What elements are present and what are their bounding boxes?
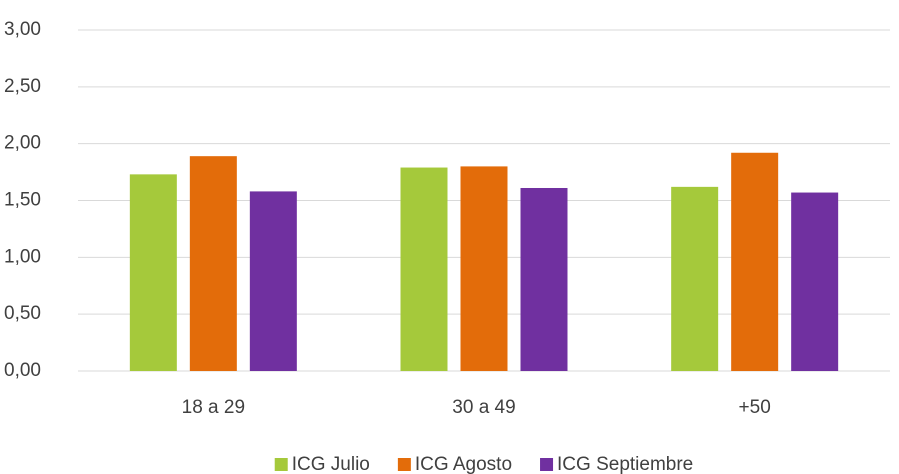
legend-label: ICG Julio	[292, 454, 370, 474]
y-tick-label: 0,00	[4, 360, 41, 381]
x-tick-label: 18 a 29	[182, 397, 245, 418]
x-tick-label: 30 a 49	[452, 397, 515, 418]
bar	[791, 192, 839, 371]
legend-swatch	[397, 458, 411, 471]
x-tick-label: +50	[739, 397, 771, 418]
bar	[189, 156, 237, 371]
y-tick-label: 1,50	[4, 190, 41, 211]
y-tick-label: 3,00	[4, 19, 41, 40]
y-tick-label: 2,00	[4, 133, 41, 154]
legend-label: ICG Agosto	[415, 454, 512, 474]
y-tick-label: 1,00	[4, 246, 41, 267]
legend-label: ICG Septiembre	[557, 454, 693, 474]
bar	[460, 166, 508, 371]
bar	[731, 152, 779, 371]
bar	[129, 174, 177, 371]
legend-swatch	[274, 458, 288, 471]
bar	[249, 191, 297, 371]
bar	[520, 187, 568, 371]
legend-swatch	[540, 458, 554, 471]
y-tick-label: 0,50	[4, 303, 41, 324]
bar	[671, 186, 719, 371]
y-tick-label: 2,50	[4, 76, 41, 97]
bar	[400, 167, 448, 371]
